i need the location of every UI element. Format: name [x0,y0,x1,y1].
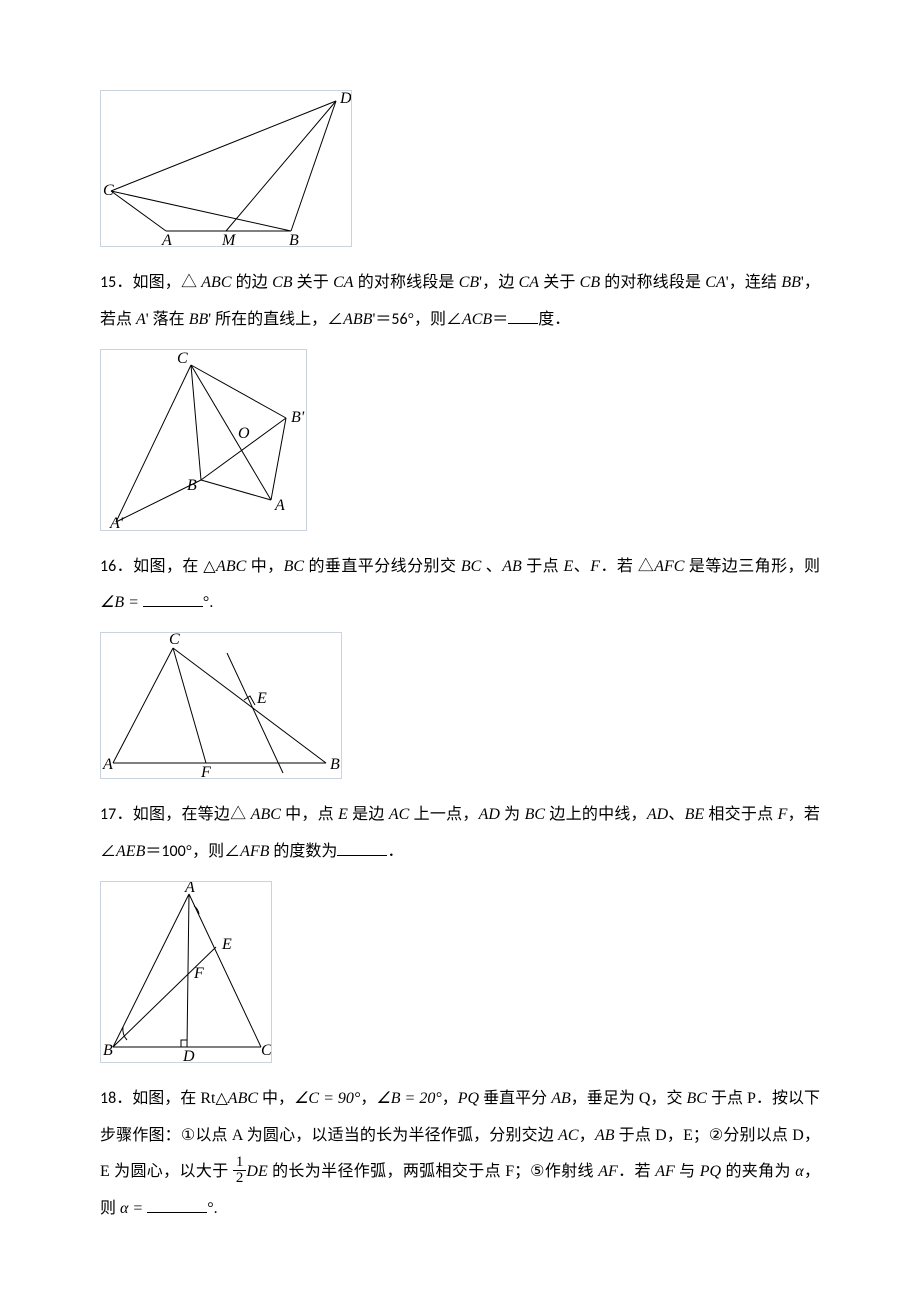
svg-text:D: D [182,1048,195,1063]
q16-num: 16 [100,557,116,576]
fig-q16: A C B F E [100,632,342,779]
q16-text: 16．如图，在 △ABC 中，BC 的垂直平分线分别交 BC 、AB 于点 E、… [100,549,820,623]
svg-text:B: B [103,1042,113,1059]
svg-text:B': B' [291,409,305,426]
svg-text:B: B [289,232,299,247]
fig-q15: C B' O B A A' [100,349,307,531]
q15-text: 15．如图，△ ABC 的边 CB 关于 CA 的对称线段是 CB'，边 CA … [100,265,820,339]
svg-text:A': A' [109,515,124,531]
q15-num: 15 [100,273,116,292]
svg-text:E: E [256,690,267,707]
page: C A M B D 15．如图，△ ABC 的边 CB 关于 CA 的对称线段是… [0,0,920,1288]
q18-text: 18．如图，在 Rt△ABC 中，∠C = 90°，∠B = 20°，PQ 垂直… [100,1081,820,1228]
q16-blank [143,589,203,608]
svg-text:E: E [221,936,232,953]
svg-text:B: B [187,477,197,494]
fig-q14: C A M B D [100,90,352,247]
svg-text:F: F [193,965,204,982]
q17-num: 17 [100,805,116,824]
q18-num: 18 [100,1089,116,1108]
svg-text:C: C [103,182,114,199]
svg-text:A: A [102,756,113,773]
fraction-half: 12 [233,1155,247,1186]
svg-text:C: C [177,350,188,367]
q15-blank [508,305,538,324]
svg-text:O: O [238,425,250,442]
svg-text:A: A [184,881,195,896]
svg-text:C: C [261,1042,272,1059]
fig-q17: A B C D E F [100,881,272,1063]
q17-text: 17．如图，在等边△ ABC 中，点 E 是边 AC 上一点，AD 为 BC 边… [100,797,820,871]
svg-text:F: F [200,764,211,779]
svg-text:B: B [330,756,340,773]
q18-blank [147,1195,207,1214]
svg-text:A: A [274,497,285,514]
svg-text:C: C [169,632,180,648]
svg-text:D: D [339,90,352,107]
svg-text:M: M [221,232,237,247]
q17-blank [337,837,387,856]
svg-text:A: A [161,232,172,247]
